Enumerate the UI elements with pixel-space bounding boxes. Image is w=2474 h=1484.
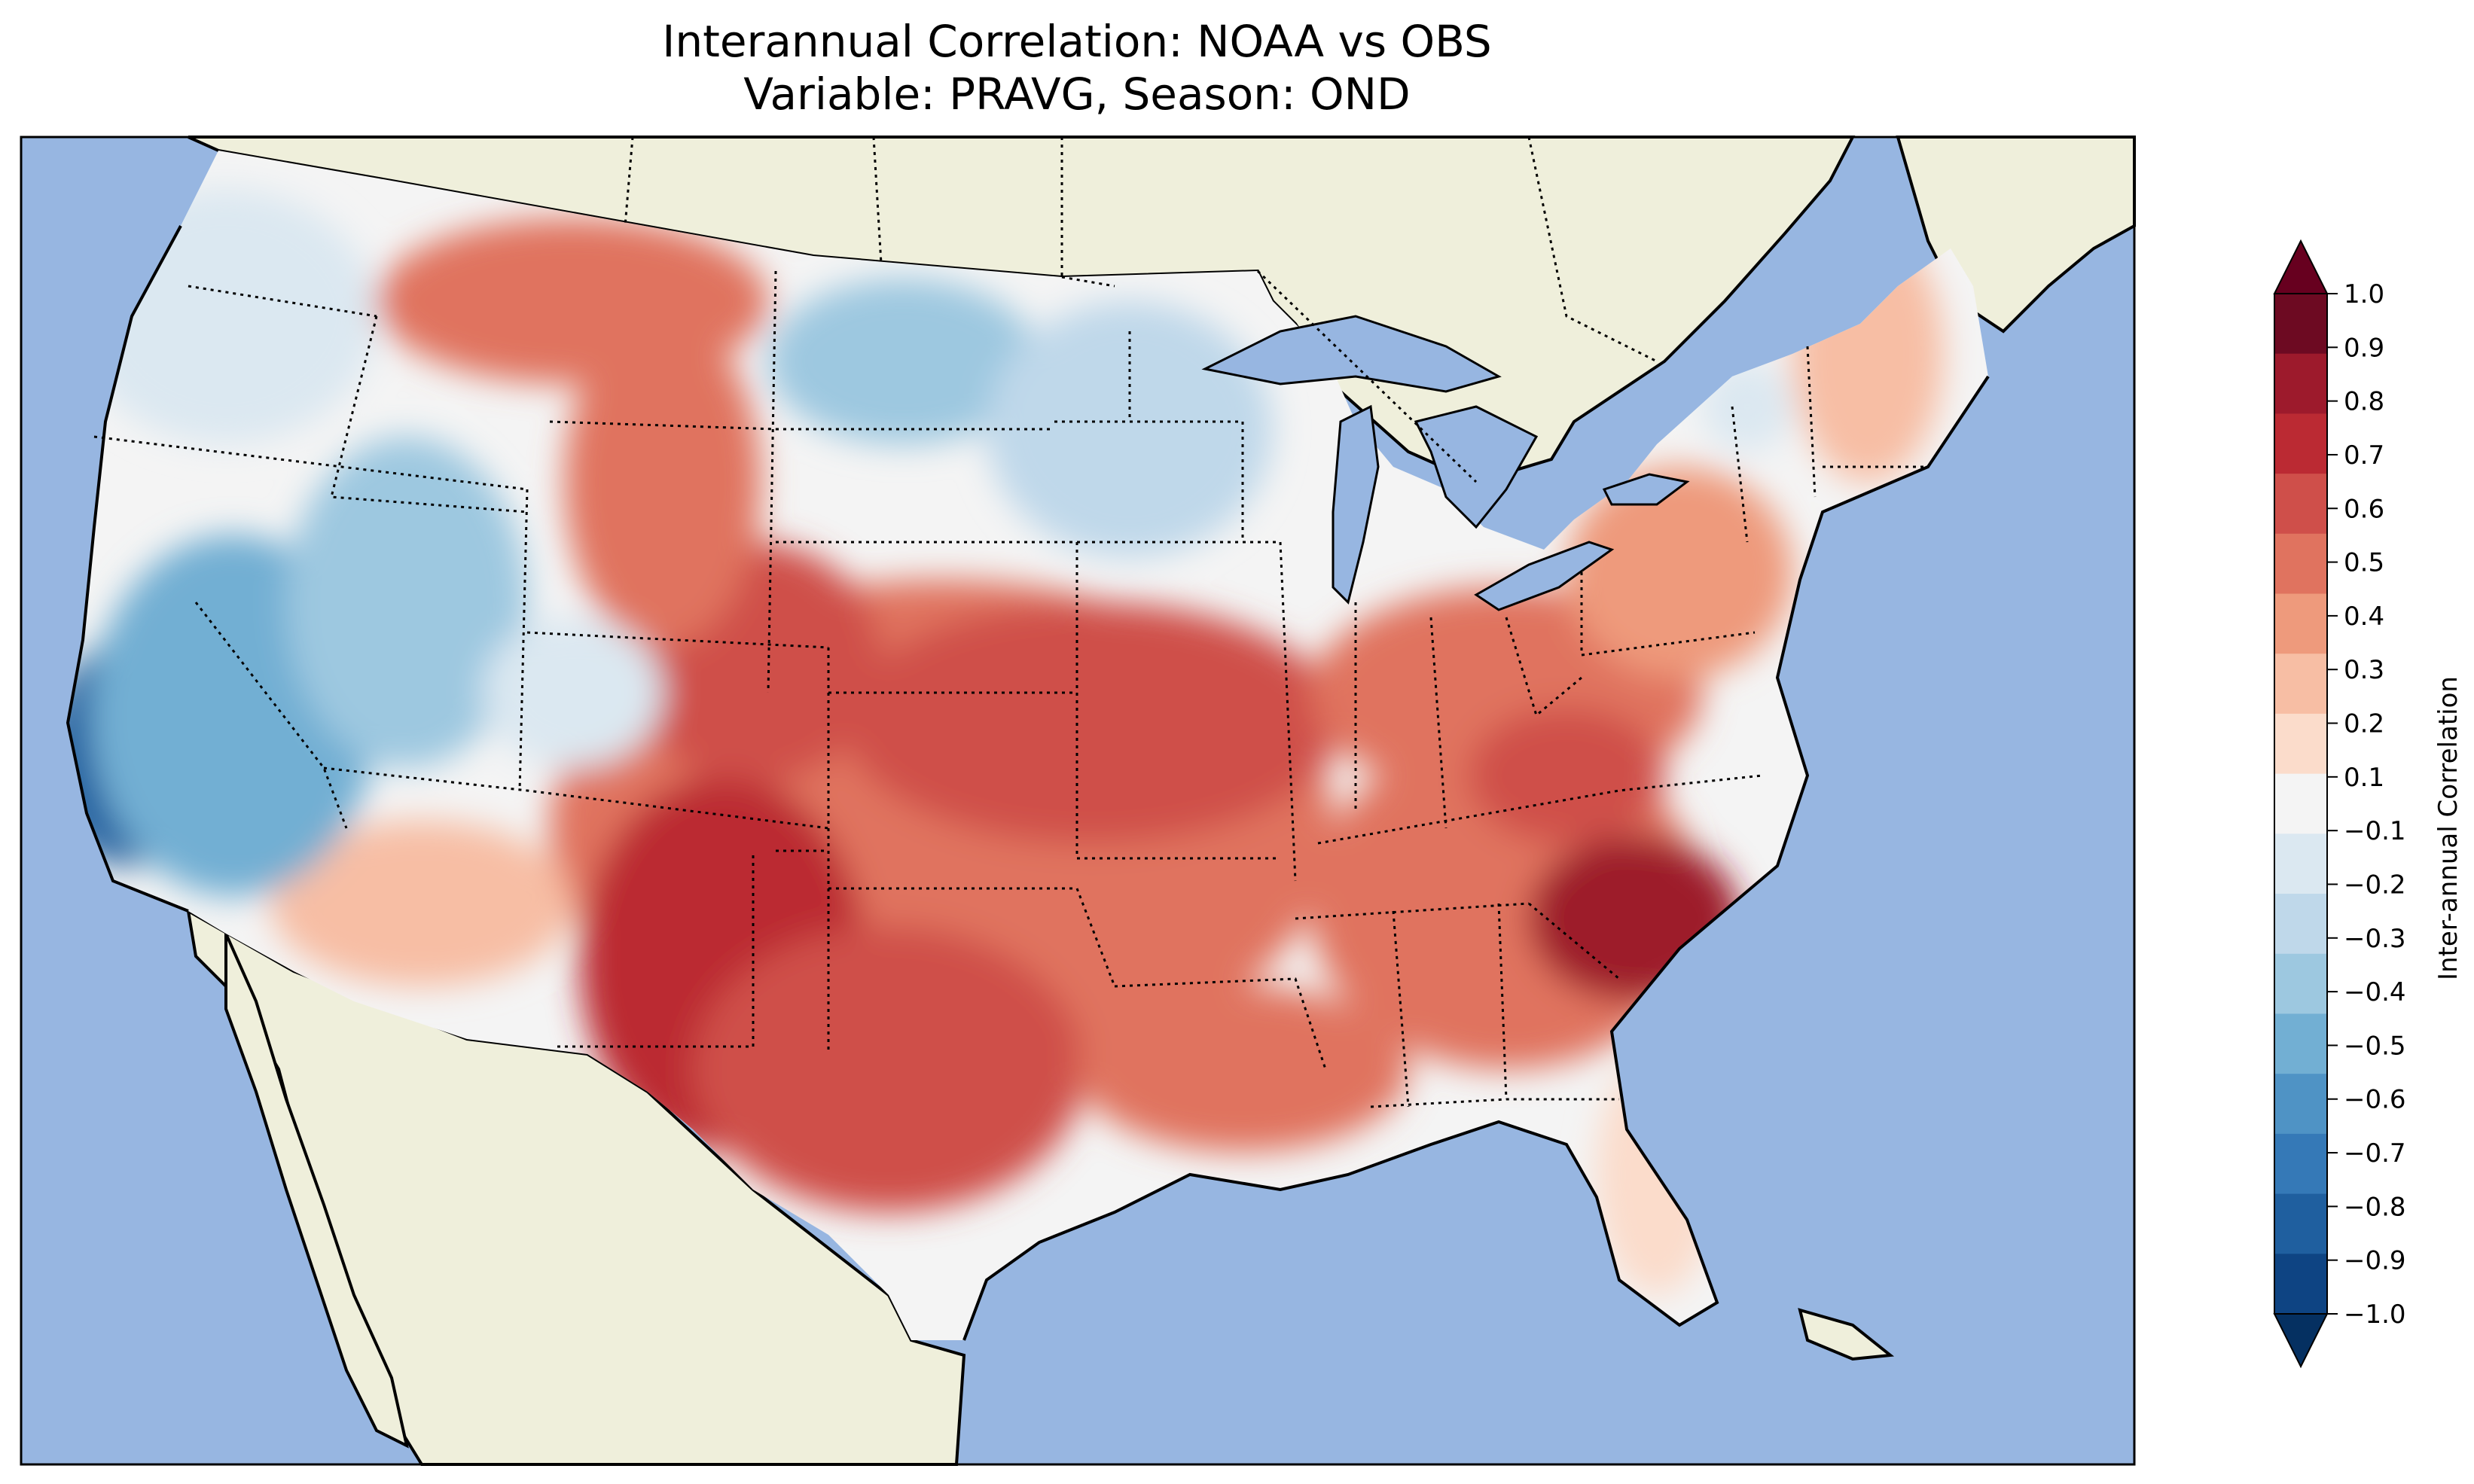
lake-ontario: [1602, 473, 1690, 506]
colorbar-tick-label: −0.8: [2344, 1192, 2406, 1222]
field-nevada: [482, 617, 663, 768]
field-southwest: [271, 821, 572, 986]
map-frame: [20, 136, 2136, 1466]
colorbar-tick-label: −0.1: [2344, 816, 2406, 846]
colorbar-tick-label: 0.6: [2344, 494, 2384, 524]
colorbar-tick-label: 0.8: [2344, 387, 2384, 417]
colorbar-ticks: 1.0 0.9 0.8 0.7 0.6 0.5 0.4 0.3 0.2 0.1 −0.1 −0.2 −0…: [2327, 279, 2406, 1330]
field-rockies: [565, 316, 761, 648]
colorbar-swatch: [2274, 593, 2327, 654]
lake-superior: [1201, 315, 1502, 393]
colorbar-tick-label: 0.4: [2344, 602, 2384, 632]
field-montana: [377, 218, 768, 384]
colorbar-tick-label: −0.2: [2344, 870, 2406, 900]
colorbar-frame: [2274, 293, 2328, 1315]
colorbar-tick-label: −0.9: [2344, 1246, 2406, 1276]
us-coastline: [66, 225, 189, 913]
colorbar-tick-label: 0.3: [2344, 655, 2384, 685]
colorbar-tick-label: −0.3: [2344, 924, 2406, 954]
colorbar-swatch: [2274, 894, 2327, 955]
colorbar-tick-label: −1.0: [2344, 1300, 2406, 1330]
colorbar-swatch: [2274, 953, 2327, 1014]
colorbar-tick-label: 0.9: [2344, 333, 2384, 363]
colorbar-swatches: [2273, 239, 2329, 1369]
colorbar-swatch: [2274, 1254, 2327, 1315]
state-borders: [93, 270, 1928, 1108]
colorbar-swatch: [2274, 1074, 2327, 1135]
great-lakes: [1201, 315, 1690, 611]
colorbar-swatch: [2274, 474, 2327, 535]
lake-erie: [1474, 541, 1615, 611]
colorbar-tick-label: 0.7: [2344, 440, 2384, 471]
colorbar-tick-label: 1.0: [2344, 279, 2384, 309]
field-mid-atlantic: [1566, 467, 1792, 678]
colorbar-tick-label: −0.5: [2344, 1031, 2406, 1061]
cuba-island: [1798, 1308, 1895, 1361]
field-appalachia: [1469, 708, 1664, 843]
colorbar-tick-label: −0.4: [2344, 977, 2406, 1007]
field-gulf-coast: [1077, 986, 1408, 1152]
gulf-atlantic-coastline: [962, 375, 1990, 1341]
colorbar-swatch: [2274, 533, 2327, 595]
colorbar-swatch: [2274, 833, 2327, 894]
field-great-basin: [286, 437, 527, 768]
colorbar-swatch: [2274, 1013, 2327, 1074]
colorbar-label: Inter-annual Correlation: [2433, 676, 2463, 980]
field-texas-core: [693, 926, 1084, 1212]
canada-borders: [624, 136, 1658, 363]
colorbar-tick-label: 0.2: [2344, 709, 2384, 739]
colorbar-swatch: [2274, 1133, 2327, 1195]
colorbar-swatch: [2274, 654, 2327, 715]
field-north-dakota: [768, 279, 1039, 444]
colorbar-swatch: [2274, 413, 2327, 474]
baja-peninsula: [224, 933, 409, 1449]
colorbar-tick-label: −0.6: [2344, 1085, 2406, 1115]
chart-title-line2: Variable: PRAVG, Season: OND: [743, 69, 1411, 120]
colorbar-extend-high: [2273, 239, 2329, 294]
lake-michigan: [1332, 404, 1380, 605]
colorbar-tick-label: −0.7: [2344, 1138, 2406, 1169]
colorbar-tick-label: 0.1: [2344, 763, 2384, 793]
correlation-field: [68, 188, 1943, 1295]
colorbar-extend-low: [2273, 1313, 2329, 1369]
colorbar-swatch: [2274, 773, 2327, 834]
colorbar-swatch: [2274, 294, 2327, 355]
colorbar-swatch: [2274, 713, 2327, 775]
colorbar-swatch: [2274, 1193, 2327, 1254]
lake-huron: [1414, 405, 1539, 529]
field-minnesota: [987, 301, 1273, 557]
colorbar-swatch: [2274, 353, 2327, 414]
field-central-red: [843, 602, 1341, 843]
field-new-york: [1702, 361, 1792, 452]
colorbar-tick-label: 0.5: [2344, 548, 2384, 578]
chart-title-line1: Interannual Correlation: NOAA vs OBS: [662, 16, 1492, 67]
